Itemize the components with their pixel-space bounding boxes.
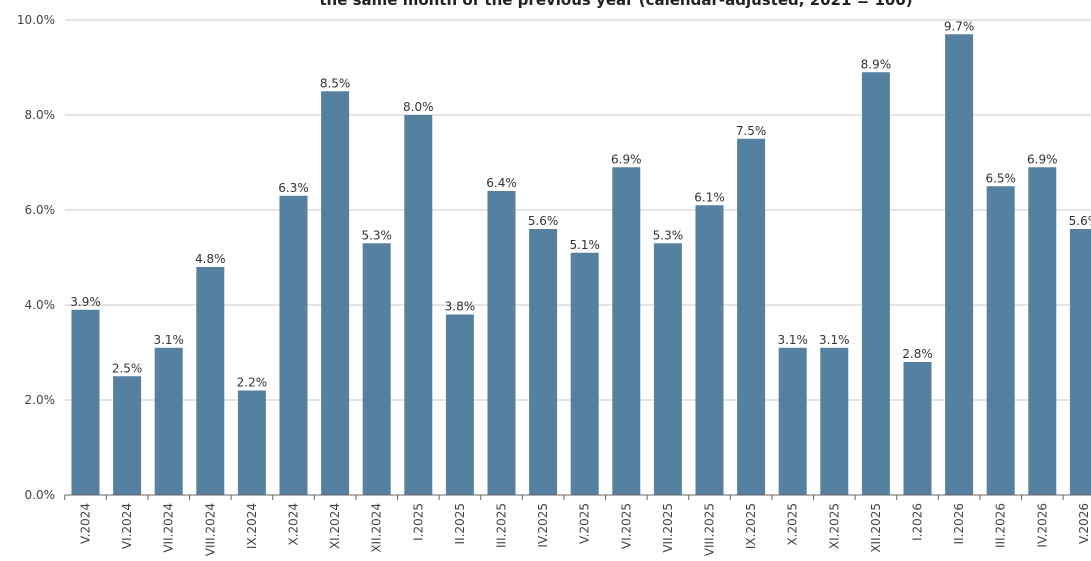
data-label: 5.3% — [361, 228, 392, 242]
bar — [945, 34, 974, 495]
bar — [113, 376, 142, 495]
data-label: 2.2% — [237, 376, 268, 390]
bar — [695, 205, 724, 495]
x-tick-label: VII.2025 — [661, 503, 675, 553]
bar — [237, 390, 266, 495]
x-tick-label: I.2026 — [911, 503, 925, 541]
data-label: 4.8% — [195, 252, 226, 266]
x-tick-label: III.2026 — [994, 503, 1008, 548]
x-tick-label: XII.2025 — [869, 503, 883, 553]
x-tick-label: VI.2024 — [120, 503, 134, 549]
bar — [1069, 229, 1091, 495]
data-label: 5.6% — [1069, 214, 1091, 228]
bar — [279, 195, 308, 495]
y-tick-label: 0.0% — [25, 488, 56, 502]
x-tick-label: X.2024 — [287, 503, 301, 546]
data-label: 2.8% — [902, 347, 933, 361]
x-tick-label: III.2025 — [495, 503, 509, 548]
bar — [903, 362, 932, 495]
y-tick-label: 2.0% — [25, 393, 56, 407]
x-tick-label: IV.2025 — [536, 503, 550, 548]
data-label: 3.8% — [445, 300, 476, 314]
data-label: 6.9% — [1027, 152, 1058, 166]
x-tick-label: V.2025 — [578, 503, 592, 544]
data-label: 8.5% — [320, 76, 351, 90]
data-labels: 3.9% 2.5% 3.1% 4.8% 2.2% 6.3% 8.5% 5.3% 8.0% 3.8%… — [70, 19, 1091, 389]
chart-title: the same month of the previous year (cal… — [319, 0, 912, 9]
data-label: 3.1% — [153, 333, 184, 347]
x-tick-label: II.2026 — [952, 503, 966, 544]
bar — [71, 309, 100, 495]
data-label: 3.1% — [819, 333, 850, 347]
x-tick-label: I.2025 — [411, 503, 425, 541]
y-tick-label: 6.0% — [25, 203, 56, 217]
bar — [820, 347, 849, 495]
bar — [487, 191, 516, 495]
bar — [529, 229, 558, 495]
data-label: 8.9% — [861, 57, 892, 71]
data-label: 5.6% — [528, 214, 559, 228]
x-tick-label: X.2025 — [786, 503, 800, 546]
y-axis-ticks: 0.0% 2.0% 4.0% 6.0% 8.0% 10.0% — [17, 13, 55, 502]
data-label: 5.3% — [653, 228, 684, 242]
y-tick-label: 10.0% — [17, 13, 55, 27]
x-tick-label: VIII.2025 — [703, 503, 717, 556]
data-label: 3.1% — [777, 333, 808, 347]
x-tick-label: V.2026 — [1077, 503, 1091, 544]
bar — [404, 115, 433, 495]
y-tick-label: 4.0% — [25, 298, 56, 312]
x-tick-label: IX.2025 — [744, 503, 758, 549]
data-label: 9.7% — [944, 19, 975, 33]
data-label: 3.9% — [70, 295, 101, 309]
x-axis-ticks: V.2024 VI.2024 VII.2024 VIII.2024 IX.2024 X.2… — [64, 495, 1091, 556]
x-tick-label: V.2024 — [79, 503, 93, 544]
x-tick-label: XI.2024 — [328, 503, 342, 549]
data-label: 6.1% — [694, 190, 725, 204]
bar — [154, 347, 183, 495]
bars — [71, 34, 1091, 495]
bar — [1028, 167, 1057, 495]
bar — [986, 186, 1015, 495]
data-label: 2.5% — [112, 361, 143, 375]
x-tick-label: VII.2024 — [162, 503, 176, 553]
data-label: 6.5% — [985, 171, 1016, 185]
bar — [653, 243, 682, 495]
x-tick-label: XII.2024 — [370, 503, 384, 553]
bar — [861, 72, 890, 495]
data-label: 7.5% — [736, 124, 767, 138]
bar — [362, 243, 391, 495]
bar — [778, 347, 807, 495]
x-tick-label: IV.2026 — [1035, 503, 1049, 548]
bar — [445, 314, 474, 495]
data-label: 6.9% — [611, 152, 642, 166]
data-label: 5.1% — [569, 238, 600, 252]
x-tick-label: II.2025 — [453, 503, 467, 544]
bar — [321, 91, 350, 495]
data-label: 6.4% — [486, 176, 517, 190]
x-tick-label: XI.2025 — [827, 503, 841, 549]
data-label: 8.0% — [403, 100, 434, 114]
bar — [612, 167, 641, 495]
bar — [196, 267, 225, 495]
x-tick-label: VI.2025 — [619, 503, 633, 549]
data-label: 6.3% — [278, 181, 309, 195]
bar — [570, 252, 599, 495]
x-tick-label: VIII.2024 — [203, 503, 217, 556]
bar — [737, 138, 766, 495]
y-tick-label: 8.0% — [25, 108, 56, 122]
x-tick-label: IX.2024 — [245, 503, 259, 549]
